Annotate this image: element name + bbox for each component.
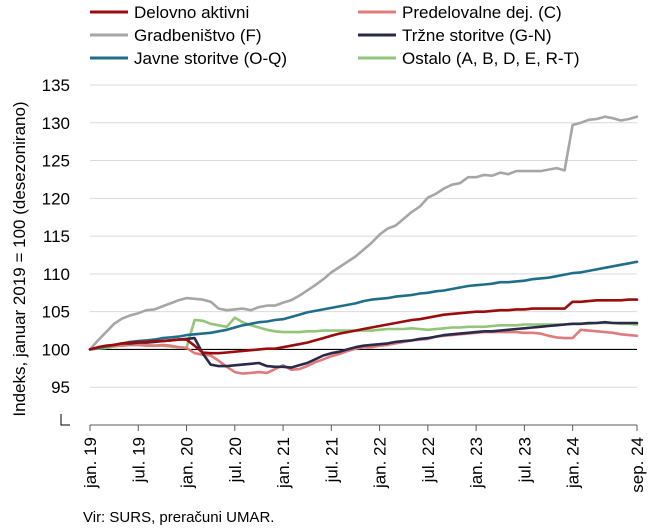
x-tick-label: jan. 19 — [81, 437, 100, 489]
x-tick-label: jan. 24 — [564, 437, 583, 489]
y-axis-title: Indeks, januar 2019 = 100 (desezonirano) — [10, 101, 29, 416]
y-tick-label: 100 — [42, 340, 70, 359]
y-tick-label: 115 — [43, 227, 70, 246]
y-tick-label: 125 — [42, 152, 70, 171]
x-tick-label: jul. 20 — [226, 437, 245, 483]
axes: 135 130 125 120 115 110 105 100 95 jan. 19 jul. 19… — [42, 76, 647, 493]
gridlines — [90, 84, 637, 388]
x-tick-label: sep. 24 — [628, 437, 647, 493]
x-tick-label: jan. 21 — [274, 437, 293, 489]
y-tick-label: 130 — [42, 114, 70, 133]
legend-label: Javne storitve (O-Q) — [134, 49, 287, 68]
x-tick-label: jan. 22 — [371, 437, 390, 489]
x-tick-label: jan. 23 — [467, 437, 486, 489]
x-tick-label: jul. 19 — [129, 437, 148, 483]
source-note: Vir: SURS, preračuni UMAR. — [83, 509, 275, 526]
y-tick-label: 135 — [42, 76, 70, 95]
series-line-1 — [88, 328, 639, 375]
legend-label: Gradbeništvo (F) — [134, 26, 262, 45]
series-line-4 — [88, 260, 639, 351]
legend-label: Predelovalne dej. (C) — [402, 3, 562, 22]
series-lines — [88, 115, 639, 375]
series-line-2 — [88, 115, 639, 351]
legend-label: Ostalo (A, B, D, E, R-T) — [402, 49, 580, 68]
x-tick-label: jul. 23 — [515, 437, 534, 483]
y-tick-label: 105 — [42, 303, 70, 322]
series-line-0 — [88, 298, 639, 355]
y-tick-label: 95 — [51, 378, 70, 397]
axis-break-mark — [60, 414, 70, 426]
x-tick-label: jul. 21 — [322, 437, 341, 483]
x-tick-label: jan. 20 — [178, 437, 197, 489]
y-tick-label: 120 — [42, 189, 70, 208]
legend: Delovno aktivni Predelovalne dej. (C) Grad… — [90, 3, 580, 68]
legend-label: Delovno aktivni — [134, 3, 249, 22]
legend-label: Tržne storitve (G-N) — [402, 26, 552, 45]
y-tick-label: 110 — [43, 265, 70, 284]
x-tick-label: jul. 22 — [419, 437, 438, 483]
